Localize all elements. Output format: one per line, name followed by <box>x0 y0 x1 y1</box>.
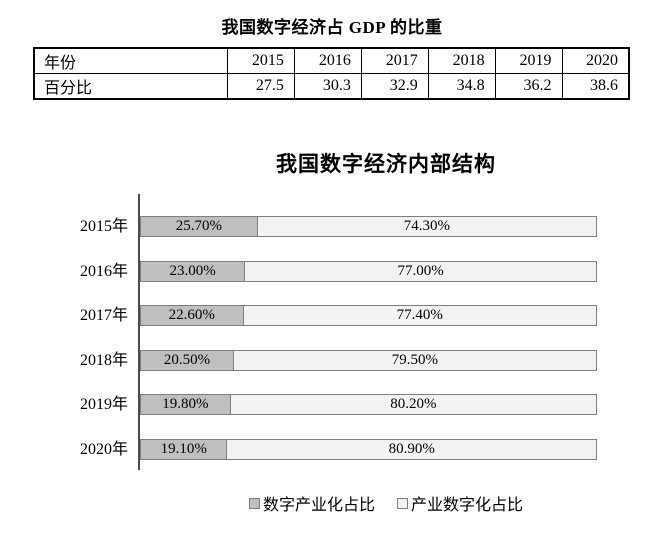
value-cell: 38.6 <box>561 73 630 100</box>
year-axis-label: 2019年 <box>79 396 128 413</box>
bar-segment-digital-industrialization: 23.00% <box>140 260 246 282</box>
bar-track: 19.10% 80.90% <box>140 438 598 460</box>
bar-value-label: 79.50% <box>391 351 439 368</box>
legend-label: 产业数字化占比 <box>411 497 524 514</box>
bar-value-label: 19.10% <box>160 440 207 457</box>
year-axis-label: 2020年 <box>79 440 128 458</box>
bar-segment-digital-industrialization: 19.80% <box>140 394 231 415</box>
structure-chart-title: 我国数字经济内部结构 <box>276 152 496 176</box>
year-cell: 2017 <box>360 47 429 74</box>
bar-track: 20.50% 79.50% <box>140 349 598 371</box>
year-cell: 2015 <box>227 47 295 74</box>
bar-segment-industry-digitalization: 74.30% <box>256 216 597 237</box>
bar-segment-industry-digitalization: 79.50% <box>232 349 597 371</box>
bar-row: 2017年 22.60% 77.40% <box>0 305 664 326</box>
year-cell: 2019 <box>494 47 563 74</box>
bar-value-label: 77.00% <box>397 262 444 279</box>
year-cell: 2020 <box>561 47 630 74</box>
bar-value-label: 23.00% <box>169 262 216 279</box>
stacked-bar-chart: 2015年 25.70% 74.30% 2016年 23.00% 77.00% 2017年 2… <box>0 194 664 472</box>
bar-row: 2020年 19.10% 80.90% <box>0 438 664 460</box>
bar-value-label: 20.50% <box>163 351 211 368</box>
bar-value-label: 74.30% <box>403 218 450 234</box>
bar-track: 23.00% 77.00% <box>140 260 598 282</box>
industry-digitalization-legend-swatch-icon <box>397 497 408 509</box>
bar-track: 25.70% 74.30% <box>140 216 598 237</box>
table-row: 百分比 27.5 30.3 32.9 34.8 36.2 38.6 <box>33 73 630 100</box>
bar-row: 2015年 25.70% 74.30% <box>0 216 664 237</box>
row-header-cell: 年份 <box>33 47 228 74</box>
year-cell: 2016 <box>293 47 362 74</box>
bar-value-label: 77.40% <box>396 307 443 323</box>
legend-item: 产业数字化占比 <box>397 491 523 515</box>
chart-legend: 数字产业化占比 产业数字化占比 <box>140 491 632 515</box>
bar-segment-industry-digitalization: 80.20% <box>229 394 597 415</box>
bar-value-label: 80.90% <box>388 440 435 457</box>
bar-value-label: 19.80% <box>162 396 209 412</box>
bar-segment-industry-digitalization: 80.90% <box>226 438 597 460</box>
row-header-cell: 百分比 <box>33 73 228 100</box>
bar-row: 2019年 19.80% 80.20% <box>0 394 664 415</box>
legend-label: 数字产业化占比 <box>262 497 375 514</box>
bar-track: 19.80% 80.20% <box>140 394 598 415</box>
bar-value-label: 25.70% <box>175 218 222 234</box>
value-cell: 32.9 <box>360 73 429 100</box>
year-axis-label: 2017年 <box>79 307 128 324</box>
bar-segment-industry-digitalization: 77.00% <box>244 260 597 282</box>
bar-row: 2018年 20.50% 79.50% <box>0 349 664 371</box>
bar-segment-digital-industrialization: 25.70% <box>140 216 258 237</box>
bar-value-label: 22.60% <box>168 307 215 323</box>
bar-value-label: 80.20% <box>390 396 437 412</box>
value-cell: 27.5 <box>227 73 295 100</box>
legend-item: 数字产业化占比 <box>248 491 375 515</box>
bar-segment-industry-digitalization: 77.40% <box>242 305 597 326</box>
value-cell: 30.3 <box>293 73 362 100</box>
value-cell: 34.8 <box>427 73 496 100</box>
digital-industrialization-legend-swatch-icon <box>248 497 260 509</box>
gdp-table-title: 我国数字经济占 GDP 的比重 <box>221 18 443 37</box>
year-axis-label: 2016年 <box>79 262 128 280</box>
bar-segment-digital-industrialization: 22.60% <box>140 305 244 326</box>
bar-segment-digital-industrialization: 19.10% <box>140 438 228 460</box>
bar-track: 22.60% 77.40% <box>140 305 598 326</box>
table-row: 年份 2015 2016 2017 2018 2019 2020 <box>33 47 630 74</box>
y-axis-line <box>138 194 140 470</box>
bar-row: 2016年 23.00% 77.00% <box>0 260 664 282</box>
gdp-table: 年份 2015 2016 2017 2018 2019 2020 百分比 27.5 30.3 32.… <box>33 47 630 100</box>
value-cell: 36.2 <box>494 73 563 100</box>
bar-segment-digital-industrialization: 20.50% <box>140 349 234 371</box>
year-axis-label: 2015年 <box>79 218 128 235</box>
year-axis-label: 2018年 <box>79 351 128 369</box>
year-cell: 2018 <box>427 47 496 74</box>
